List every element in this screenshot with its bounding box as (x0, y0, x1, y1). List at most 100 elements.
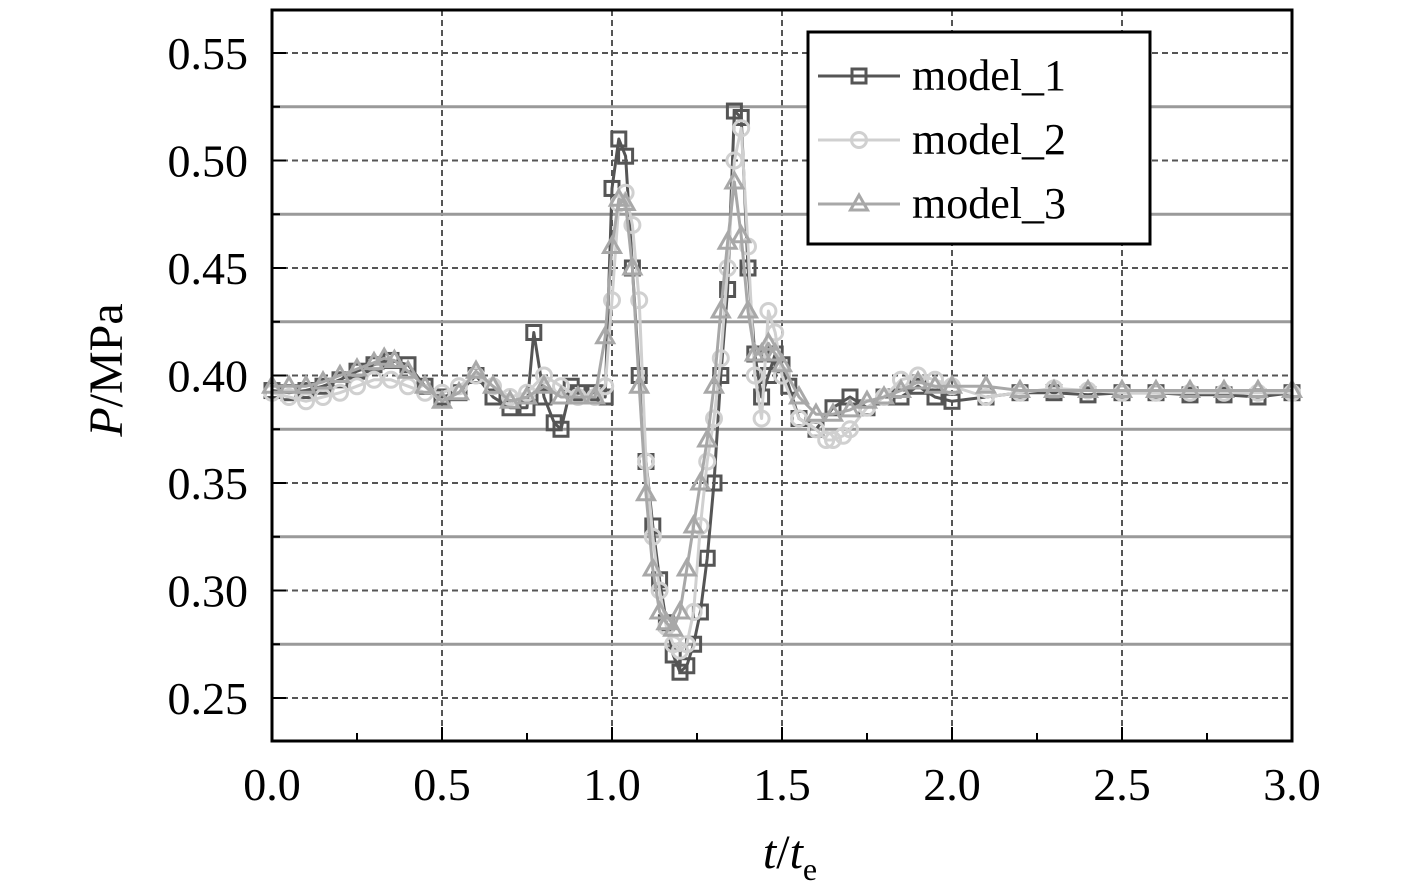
data-point-model_2 (603, 291, 621, 310)
data-point-model_2 (824, 431, 842, 449)
data-point-model_3 (1076, 378, 1100, 399)
data-point-model_2 (732, 119, 751, 138)
data-point-model_3 (696, 427, 719, 448)
x-tick-label: 2.0 (923, 759, 981, 810)
legend-marker-model_1 (850, 67, 868, 85)
x-tick-label: 0.0 (243, 759, 301, 810)
legend-marker-model_3 (847, 191, 871, 212)
data-point-model_3 (628, 374, 651, 394)
data-point-model_3 (872, 384, 896, 405)
data-point-model_2 (643, 527, 662, 546)
data-point-model_3 (787, 384, 811, 405)
data-point-model_2 (280, 388, 298, 406)
data-point-model_3 (498, 389, 522, 409)
data-point-model_3 (641, 556, 664, 577)
data-point-model_3 (294, 374, 318, 394)
legend-label-model_3: model_3 (912, 179, 1066, 228)
data-point-model_2 (752, 409, 771, 428)
data-point-model_3 (668, 599, 692, 620)
data-point-model_2 (759, 302, 778, 320)
data-point-model_2 (892, 370, 910, 389)
data-point-model_3 (770, 352, 794, 373)
x-axis-label-denom: t (790, 826, 805, 879)
data-point-model_3 (730, 223, 753, 244)
data-point-model_2 (399, 377, 417, 396)
data-point-model_3 (413, 374, 437, 394)
y-axis-label: P/MPa (80, 303, 133, 437)
data-point-model_2 (807, 420, 825, 439)
data-point-model_3 (600, 234, 624, 254)
legend-item-model_2: model_2 (818, 115, 1066, 164)
data-point-model_3 (345, 357, 369, 377)
data-point-model_3 (689, 470, 712, 491)
data-point-model_2 (314, 388, 332, 406)
x-axis-label-main: t (763, 826, 778, 879)
legend-item-model_1: model_1 (818, 51, 1066, 100)
legend-marker-model_2 (850, 131, 868, 149)
y-tick-label: 0.45 (168, 243, 249, 294)
data-point-model_3 (923, 374, 947, 394)
data-point-model_1 (610, 130, 628, 148)
data-point-model_2 (977, 388, 995, 406)
x-axis-label-sub: e (803, 851, 817, 884)
data-point-model_2 (552, 377, 570, 396)
data-point-model_2 (725, 151, 744, 170)
data-point-model_2 (745, 366, 764, 385)
x-tick-label: 0.5 (413, 759, 471, 810)
data-point-model_2 (630, 291, 649, 310)
legend: model_1 model_2 model_3 (806, 30, 1152, 246)
data-point-model_1 (926, 388, 944, 406)
tick-labels: 0.0 0.5 1.0 1.5 2.0 2.5 3.0 0.25 0.30 0.35 0.40 0.4… (168, 28, 1321, 810)
data-point-model_1 (552, 420, 570, 438)
data-point-model_3 (328, 363, 352, 383)
data-point-model_3 (1042, 378, 1066, 399)
y-tick-label: 0.50 (168, 136, 249, 187)
data-point-model_3 (821, 402, 845, 422)
data-point-model_2 (711, 349, 730, 368)
data-point-model_3 (1178, 378, 1202, 399)
data-point-model_3 (750, 341, 773, 362)
data-point-model_3 (940, 374, 964, 394)
data-point-model_2 (623, 216, 642, 234)
x-tick-label: 1.0 (583, 759, 641, 810)
data-point-model_2 (331, 383, 349, 402)
y-axis-label-italic: P (80, 407, 133, 437)
data-point-model_2 (841, 420, 859, 439)
data-point-model_2 (535, 366, 553, 385)
data-point-model_1 (841, 388, 859, 406)
data-point-model_3 (481, 374, 505, 394)
data-point-model_3 (723, 169, 746, 190)
y-axis-label-rest: /MPa (80, 303, 133, 407)
data-point-model_3 (682, 513, 705, 534)
legend-label-model_1: model_1 (912, 51, 1066, 100)
y-tick-label: 0.25 (168, 673, 249, 724)
data-point-model_1 (678, 657, 696, 675)
data-point-model_3 (532, 374, 556, 394)
data-point-model_3 (383, 348, 406, 368)
data-point-model_3 (702, 374, 726, 394)
data-point-model_3 (566, 384, 590, 405)
data-point-model_3 (838, 397, 862, 418)
data-point-model_3 (614, 191, 637, 211)
data-point-model_2 (817, 431, 836, 449)
data-point-model_3 (515, 384, 539, 405)
y-tick-label: 0.55 (168, 28, 249, 79)
x-tick-label: 3.0 (1263, 759, 1321, 810)
data-point-model_3 (662, 617, 685, 637)
data-point-model_3 (549, 384, 573, 405)
data-point-model_1 (535, 388, 553, 406)
data-point-model_3 (311, 369, 335, 390)
data-point-model_3 (621, 255, 644, 276)
data-point-model_3 (1110, 378, 1134, 399)
data-point-model_2 (365, 370, 383, 389)
data-point-model_3 (804, 402, 828, 422)
grid-lines (272, 10, 1292, 741)
data-point-model_2 (790, 409, 808, 428)
data-point-model_3 (430, 389, 454, 409)
data-point-model_3 (709, 298, 732, 319)
data-point-model_3 (373, 346, 396, 366)
axis-ticks (271, 52, 1293, 741)
data-point-model_2 (382, 370, 400, 389)
data-point-model_3 (736, 298, 760, 319)
x-axis-label: t/te (763, 826, 817, 884)
